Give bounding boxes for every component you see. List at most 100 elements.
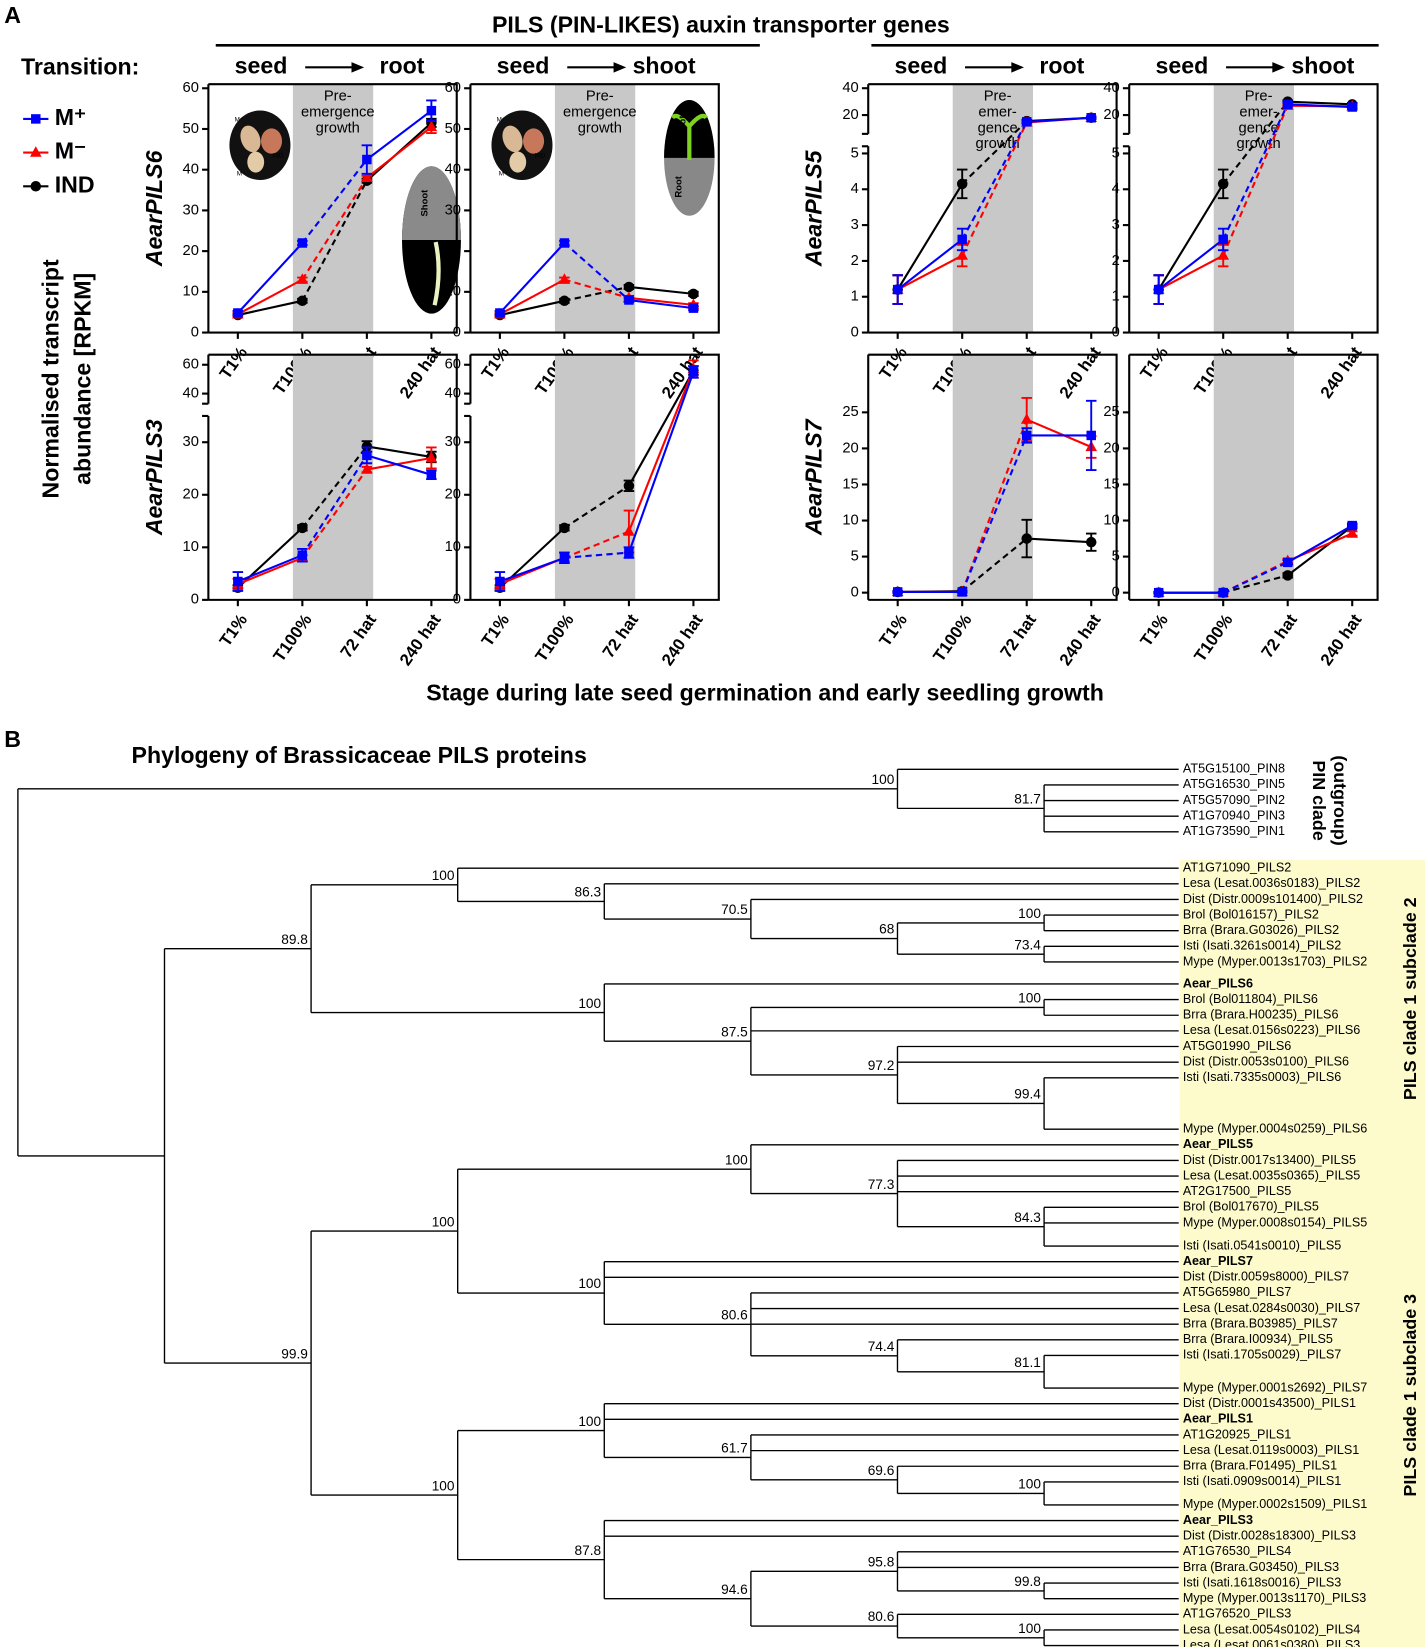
- leaf-label: Aear_PILS3: [1183, 1513, 1253, 1527]
- annotation: emergence: [301, 104, 375, 120]
- line-segment: [628, 298, 694, 310]
- y-tick-label: 4: [851, 181, 859, 197]
- leaf-label: Mype (Myper.0008s0154)_PILS5: [1183, 1215, 1367, 1229]
- support-value: 100: [578, 996, 601, 1011]
- y-tick-label: 20: [842, 440, 858, 456]
- support-value: 70.5: [721, 902, 748, 917]
- gene-label: AearPILS7: [801, 418, 827, 536]
- support-value: 100: [725, 1152, 748, 1167]
- seed: [502, 125, 523, 153]
- line-segment: [628, 296, 694, 306]
- support-value: 74.4: [868, 1339, 895, 1354]
- leaf-label: Isti (Isati.0909s0014)_PILS1: [1183, 1474, 1341, 1488]
- line-segment: [499, 556, 565, 583]
- line-segment: [627, 368, 695, 532]
- y-tick-label: 0: [851, 324, 859, 340]
- support-value: 89.8: [281, 932, 308, 947]
- clade-label: PILS clade 1 subclade 3: [1400, 1294, 1420, 1497]
- marker: [957, 234, 967, 245]
- gene-label: AearPILS3: [141, 419, 167, 536]
- leaf-label: Aear_PILS7: [1183, 1254, 1253, 1268]
- x-tick-label: 240 hat: [1056, 610, 1105, 669]
- y-tick-label: 10: [183, 284, 199, 300]
- y-tick-label: 25: [1103, 404, 1119, 420]
- line-segment: [301, 177, 368, 281]
- x-tick-label: 240 hat: [1317, 343, 1366, 402]
- support-value: 94.6: [721, 1582, 748, 1597]
- leaf-label: AT5G01990_PILS6: [1183, 1039, 1291, 1053]
- x-tick-label: T1%: [1137, 343, 1172, 382]
- figure-title: PILS (PIN-LIKES) auxin transporter genes: [492, 11, 950, 37]
- plot-frame: [208, 83, 458, 334]
- line-segment: [499, 299, 565, 317]
- marker: [1021, 117, 1032, 127]
- seed: [260, 128, 283, 154]
- shaded-region: [1213, 354, 1295, 600]
- y-tick-label: 0: [191, 324, 199, 340]
- support-value: 100: [578, 1414, 601, 1429]
- marker: [1282, 557, 1293, 568]
- y-tick-label: 15: [1103, 476, 1119, 492]
- marker: [1086, 113, 1096, 123]
- line-segment: [1158, 254, 1224, 291]
- leaf-label: Brra (Brara.B03985)_PILS7: [1183, 1317, 1338, 1331]
- support-value: 73.4: [1014, 937, 1041, 952]
- x-tick-label: T1%: [876, 343, 911, 382]
- y-tick-label: 20: [1103, 440, 1119, 456]
- y-tick-label: 25: [842, 404, 858, 420]
- gene-label: AearPILS6: [141, 150, 167, 267]
- panel-label: A: [4, 2, 21, 28]
- leaf-label: Dist (Distr.0017s13400)_PILS5: [1183, 1153, 1356, 1167]
- leaf-label: Lesa (Lesat.0119s0003)_PILS1: [1183, 1443, 1359, 1457]
- y-tick-label: 10: [1103, 512, 1119, 528]
- annotation: emergence: [563, 104, 637, 120]
- panel-label: B: [4, 726, 21, 752]
- marker: [559, 238, 570, 248]
- x-tick-label: T1%: [216, 343, 251, 382]
- shaded-region: [554, 84, 636, 333]
- leaf-label: AT5G15100_PIN8: [1183, 762, 1285, 776]
- transition-arrowhead: [1272, 62, 1285, 73]
- line-segment: [1157, 183, 1225, 291]
- y-tick-label: 30: [445, 434, 461, 450]
- y-tick-label: 5: [851, 145, 859, 161]
- line-segment: [301, 445, 368, 529]
- leaf-label: Isti (Isati.1705s0029)_PILS7: [1183, 1348, 1341, 1362]
- leaf-label: Dist (Distr.0001s43500)_PILS1: [1183, 1396, 1356, 1410]
- leaf-label: Mype (Myper.0001s2692)_PILS7: [1183, 1380, 1367, 1394]
- marker: [559, 553, 570, 563]
- marker: [892, 587, 903, 597]
- shaded-region: [1213, 84, 1295, 333]
- leaf-label: Brol (Bol016157)_PILS2: [1183, 907, 1319, 921]
- inset-label: Root: [415, 265, 426, 287]
- seed: [247, 151, 265, 173]
- support-value: 84.3: [1014, 1210, 1041, 1225]
- leaf-label: Isti (Isati.1618s0016)_PILS3: [1183, 1575, 1341, 1589]
- leaf-label: Isti (Isati.7335s0003)_PILS6: [1183, 1070, 1341, 1084]
- marker: [688, 303, 699, 313]
- line-segment: [1026, 418, 1092, 448]
- transition-to: shoot: [1291, 52, 1354, 78]
- annotation: emer-: [1239, 104, 1278, 120]
- y-tick-label: 40: [445, 385, 461, 401]
- line-segment: [628, 285, 694, 295]
- leaf-label: Brra (Brara.G03026)_PILS2: [1183, 923, 1339, 937]
- line-segment: [1026, 537, 1092, 544]
- y-tick-label: 50: [445, 121, 461, 137]
- marker: [425, 120, 438, 132]
- leaf-label: Brra (Brara.I00934)_PILS5: [1183, 1332, 1333, 1346]
- line-segment: [897, 254, 963, 291]
- y-tick-label: 20: [183, 243, 199, 259]
- support-value: 99.8: [1014, 1574, 1041, 1589]
- marker: [297, 550, 308, 560]
- marker: [362, 450, 372, 461]
- support-value: 97.2: [868, 1058, 895, 1073]
- transition-to: root: [1039, 52, 1084, 78]
- line-segment: [961, 435, 1028, 593]
- x-tick-label: 72 hat: [337, 610, 381, 661]
- marker: [31, 114, 41, 124]
- inset-label: Shoot: [678, 115, 689, 143]
- marker: [957, 587, 967, 597]
- seedling-top: [402, 166, 461, 240]
